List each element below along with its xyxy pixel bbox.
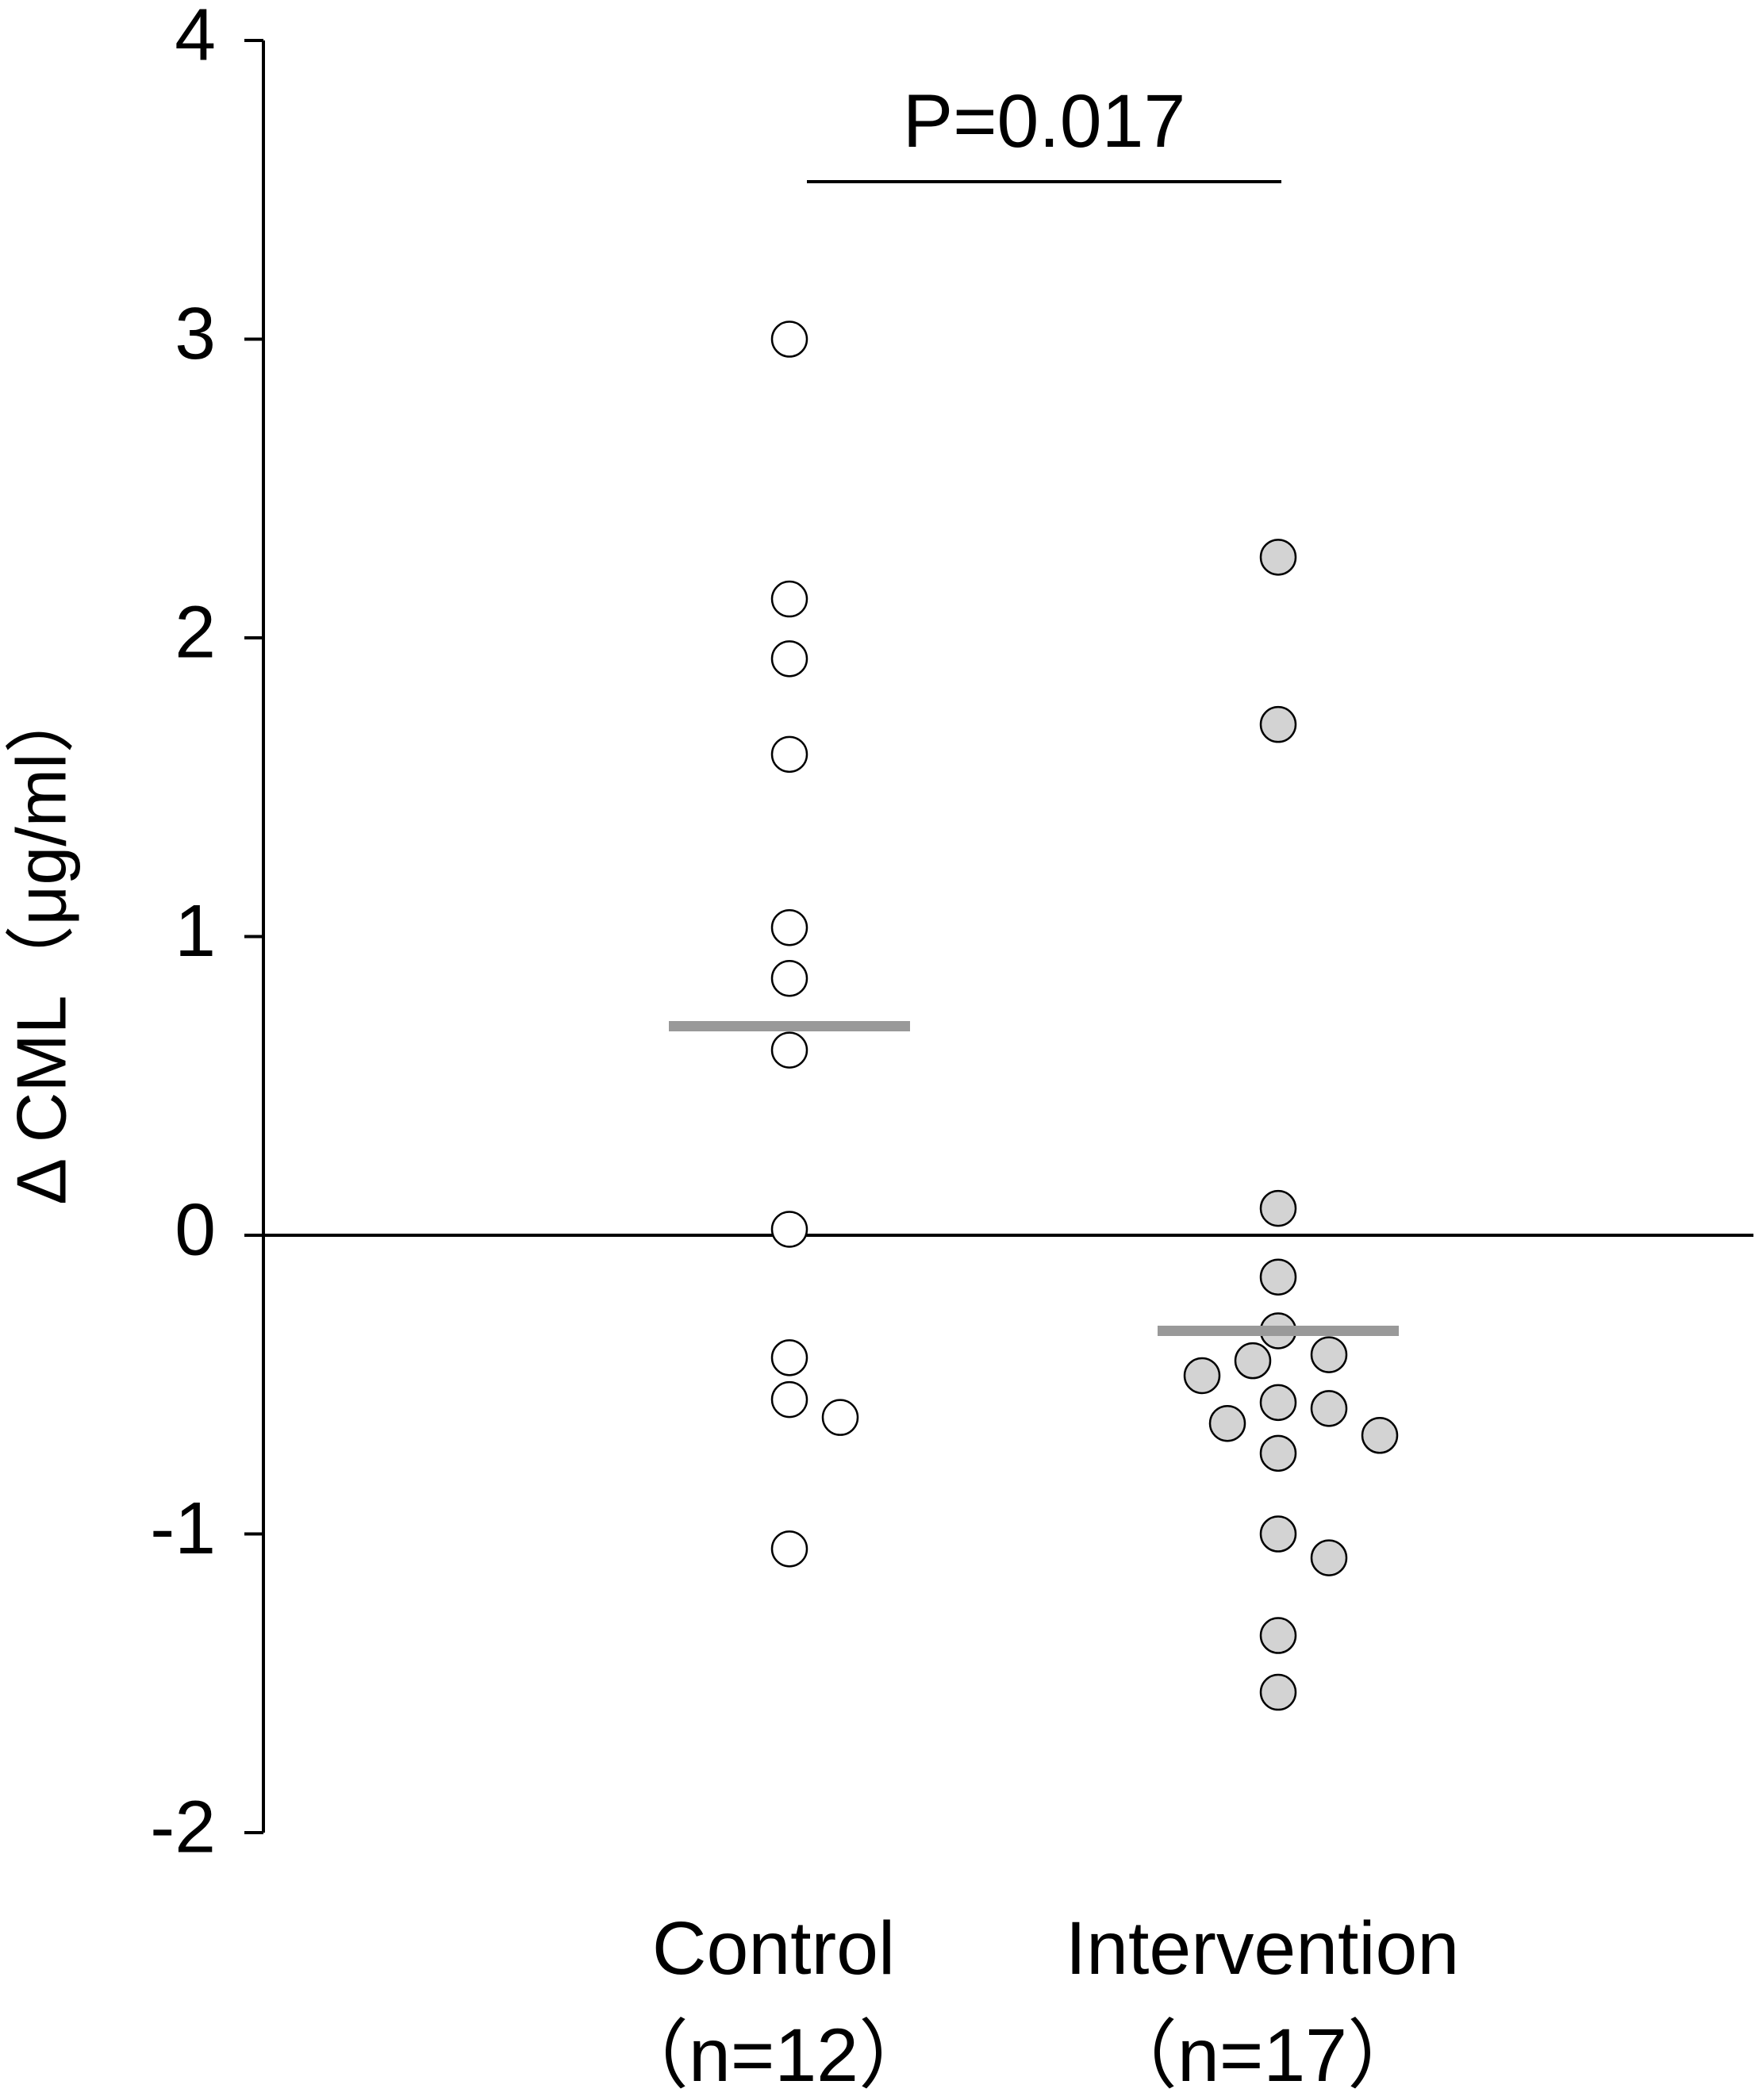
y-tick-label: 3 — [175, 292, 216, 374]
data-point — [1259, 1673, 1297, 1711]
data-point — [1234, 1342, 1272, 1380]
data-point — [1208, 1404, 1246, 1442]
data-point — [1259, 1515, 1297, 1553]
data-point — [1259, 1617, 1297, 1654]
data-point — [821, 1399, 859, 1436]
data-point — [1361, 1417, 1399, 1454]
data-point — [770, 1031, 808, 1069]
data-point — [1259, 539, 1297, 576]
data-point — [1259, 1258, 1297, 1296]
y-tick-label: -1 — [150, 1487, 216, 1569]
data-point — [1183, 1357, 1221, 1395]
data-point — [1259, 1189, 1297, 1227]
data-point — [1259, 705, 1297, 743]
y-tick-label: 1 — [175, 889, 216, 972]
y-tick-label: -2 — [150, 1786, 216, 1868]
data-point — [770, 959, 808, 997]
data-point — [770, 1380, 808, 1419]
data-point — [770, 1211, 808, 1248]
data-point — [770, 1339, 808, 1376]
y-tick-label: 4 — [175, 0, 216, 76]
data-point — [1259, 1434, 1297, 1472]
data-point — [1310, 1336, 1348, 1373]
data-point — [770, 1530, 808, 1568]
data-point — [1259, 1384, 1297, 1422]
data-point — [770, 640, 808, 678]
x-tick-label: Intervention — [1066, 1906, 1459, 1991]
x-tick-sublabel: （n=17） — [1102, 2014, 1423, 2098]
y-tick-label: 0 — [175, 1188, 216, 1271]
y-axis-label: Δ CML（μg/ml） — [2, 683, 80, 1204]
p-value: P=0.017 — [903, 79, 1186, 163]
data-point — [1310, 1390, 1348, 1427]
data-point — [770, 580, 808, 618]
y-tick-label: 2 — [175, 591, 216, 674]
data-point — [770, 908, 808, 946]
x-tick-sublabel: （n=12） — [613, 2014, 934, 2098]
data-point — [1310, 1539, 1348, 1576]
x-tick-label: Control — [652, 1906, 895, 1991]
data-point — [770, 321, 808, 358]
data-point — [770, 735, 808, 774]
